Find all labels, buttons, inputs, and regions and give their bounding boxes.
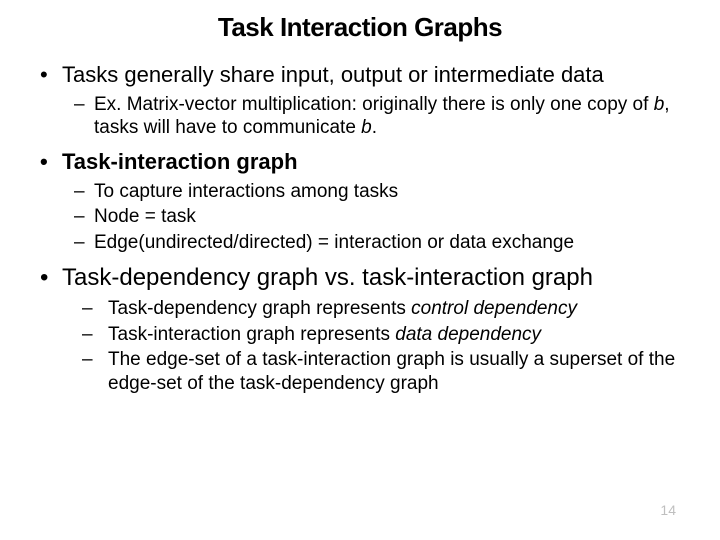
bullet-l2-superset: The edge-set of a task-interaction graph… [82,348,690,396]
bullet-l1-share-data: Tasks generally share input, output or i… [40,61,690,89]
italic-control: control dependency [411,298,577,319]
slide-title: Task Interaction Graphs [30,12,690,43]
bullet-l2-data-dep: Task-interaction graph represents data d… [82,323,690,347]
text-fragment: Task-interaction graph represents [108,324,395,345]
page-number: 14 [660,502,676,518]
bullet-l2-capture: To capture interactions among tasks [74,180,690,204]
italic-b1: b [654,94,665,115]
text-fragment: Ex. Matrix-vector multiplication: origin… [94,94,654,115]
text-fragment: Task-dependency graph represents [108,298,411,319]
bullet-l1-task-interaction-graph: Task-interaction graph [40,148,690,176]
bullet-l1-comparison: Task-dependency graph vs. task-interacti… [40,263,690,293]
italic-data: data dependency [395,324,541,345]
text-fragment: . [372,117,377,138]
bullet-l2-matrix-example: Ex. Matrix-vector multiplication: origin… [74,93,690,141]
bullet-l2-edge: Edge(undirected/directed) = interaction … [74,231,690,255]
bullet-l2-control-dep: Task-dependency graph represents control… [82,297,690,321]
italic-b2: b [361,117,372,138]
bullet-l2-node: Node = task [74,205,690,229]
